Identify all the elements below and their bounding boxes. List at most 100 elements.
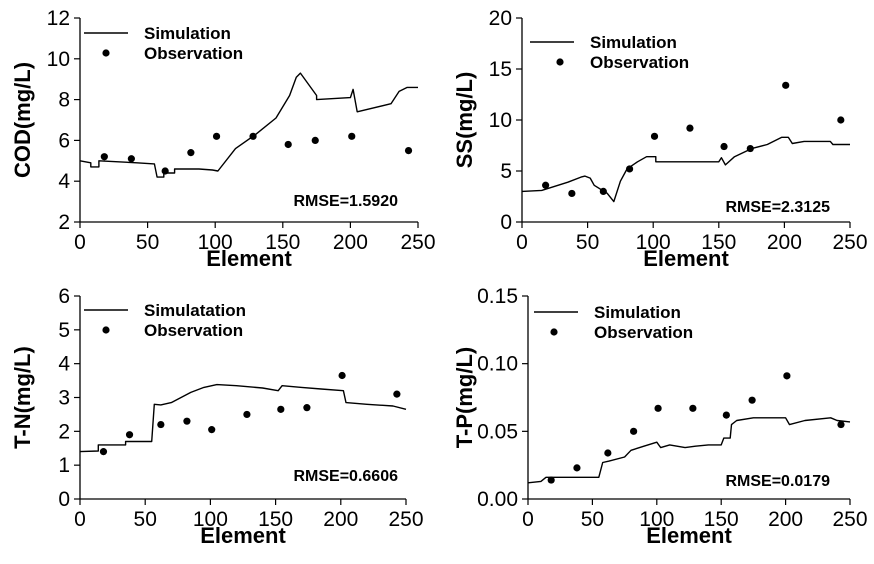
observation-point — [599, 187, 607, 195]
y-tick-label: 0.05 — [477, 420, 518, 443]
observation-point — [625, 165, 634, 173]
y-tick-label: 15 — [489, 58, 512, 81]
simulation-line — [527, 417, 851, 484]
observation-point — [782, 81, 790, 89]
x-tick-label: 0 — [522, 508, 534, 531]
panel-2: 0 50 100 150 200 250 0 5 10 15 20 SS(mg/L) Element Si… — [452, 7, 868, 271]
y-tick-label: 3 — [58, 387, 70, 410]
x-tick-label: 50 — [581, 508, 604, 531]
observation-point — [650, 132, 659, 140]
legend-dot-swatch — [556, 58, 564, 66]
y-tick-label: 6 — [58, 285, 70, 308]
observation-point — [686, 124, 694, 132]
y-axis-label: T-N(mg/L) — [10, 346, 35, 449]
legend-label-simulation: Simulation — [144, 24, 231, 43]
x-tick-label: 100 — [636, 231, 671, 254]
y-tick-label: 5 — [500, 160, 512, 183]
observation-point — [837, 116, 845, 124]
observation-point — [208, 426, 216, 434]
simulation-line — [521, 136, 850, 203]
y-tick-label: 0.00 — [477, 488, 518, 511]
y-tick-label: 10 — [489, 109, 512, 132]
y-tick-label: 12 — [47, 7, 70, 30]
y-tick-label: 0 — [500, 211, 512, 234]
x-tick-label: 150 — [704, 508, 739, 531]
panel-4: 0 50 100 150 200 250 0.00 0.05 0.10 0.15 T-P(mg/L)… — [452, 285, 868, 548]
legend-label-observation: Observation — [590, 53, 689, 72]
observation-point — [348, 132, 356, 140]
legend-label-simulation: Simulation — [590, 33, 677, 52]
x-tick-label: 0 — [74, 231, 86, 254]
x-tick-label: 250 — [400, 231, 435, 254]
x-tick-label: 250 — [388, 508, 423, 531]
observation-point — [303, 404, 311, 412]
legend-label-observation: Observation — [594, 323, 693, 342]
panel-1: 0 50 100 150 200 250 2 4 6 8 10 12 COD(mg/L) Element S… — [10, 7, 436, 271]
x-tick-label: 50 — [576, 231, 599, 254]
x-axis-label: Element — [206, 246, 292, 271]
x-tick-label: 100 — [198, 231, 233, 254]
observation-point — [127, 155, 135, 163]
legend-label-simulation: Simulatation — [144, 301, 246, 320]
rmse-annotation: RMSE=2.3125 — [725, 199, 830, 216]
x-tick-label: 250 — [832, 508, 867, 531]
observation-point — [689, 404, 697, 412]
y-tick-label: 2 — [58, 211, 70, 234]
y-tick-label: 8 — [58, 89, 70, 112]
observation-point — [604, 449, 612, 457]
rmse-annotation: RMSE=0.0179 — [725, 473, 830, 490]
observation-point — [720, 142, 728, 151]
x-tick-label: 50 — [134, 508, 157, 531]
y-axis-label: COD(mg/L) — [10, 62, 35, 178]
observation-point — [249, 132, 257, 140]
observation-point — [630, 427, 638, 435]
observation-point — [100, 153, 108, 161]
legend-dot-swatch — [550, 328, 558, 336]
observation-point — [404, 147, 413, 155]
observation-point — [277, 405, 285, 413]
legend-label-simulation: Simulation — [594, 303, 681, 322]
x-tick-label: 0 — [74, 508, 86, 531]
observation-point — [746, 144, 754, 153]
y-tick-label: 2 — [58, 420, 70, 443]
y-tick-label: 5 — [58, 319, 70, 342]
legend-label-observation: Observation — [144, 44, 243, 63]
y-tick-label: 10 — [47, 48, 70, 71]
observation-point — [99, 448, 108, 456]
observation-point — [748, 396, 756, 404]
y-tick-label: 0 — [58, 488, 70, 511]
x-tick-label: 200 — [323, 508, 358, 531]
observation-point — [338, 371, 346, 380]
observation-point — [837, 420, 845, 429]
y-axis-label: SS(mg/L) — [452, 72, 477, 169]
observation-point — [125, 431, 134, 439]
observation-point — [243, 410, 251, 419]
y-tick-label: 6 — [58, 129, 70, 152]
panel-3: 0 50 100 150 200 250 0 1 2 3 4 5 6 T-N(mg/L) Element Si… — [10, 285, 424, 548]
observation-point — [212, 132, 221, 140]
legend-dot-swatch — [102, 49, 110, 57]
legend-label-observation: Observation — [144, 321, 243, 340]
x-tick-label: 200 — [333, 231, 368, 254]
y-tick-label: 0.15 — [477, 285, 518, 308]
observation-point — [542, 181, 550, 189]
y-tick-label: 4 — [58, 353, 70, 376]
observation-point — [183, 417, 191, 425]
rmse-annotation: RMSE=0.6606 — [293, 468, 398, 485]
y-tick-label: 20 — [489, 7, 512, 30]
y-axis-label: T-P(mg/L) — [452, 347, 477, 448]
x-tick-label: 200 — [768, 508, 803, 531]
observation-point — [573, 464, 581, 472]
x-tick-label: 100 — [639, 508, 674, 531]
observation-point — [722, 411, 730, 419]
y-tick-label: 1 — [58, 454, 70, 477]
observation-point — [393, 390, 401, 398]
observation-point — [311, 136, 319, 144]
observation-point — [157, 420, 165, 429]
x-tick-label: 150 — [258, 508, 293, 531]
x-tick-label: 100 — [193, 508, 228, 531]
